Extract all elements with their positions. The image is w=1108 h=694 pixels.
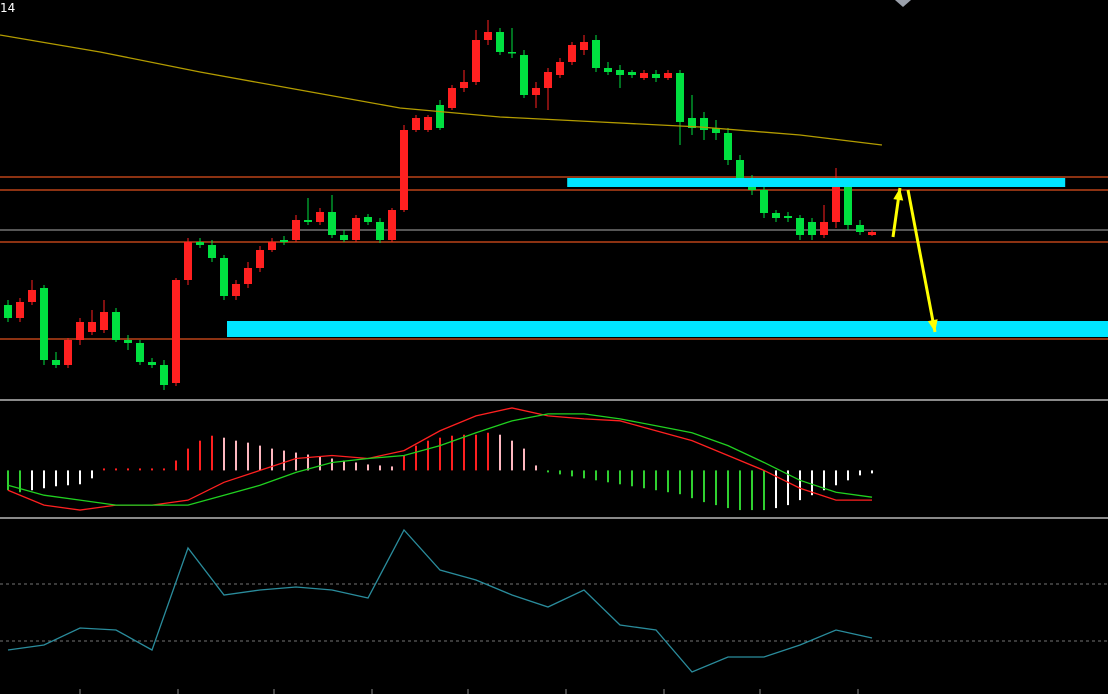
candle-body [400,130,409,210]
candle-body [508,52,517,54]
candle-body [855,225,864,232]
candle-body [40,288,49,360]
corner-label: 14 [0,1,15,15]
candle-body [208,245,217,258]
candle-body [52,360,61,365]
zone [227,321,1108,337]
candle-body [735,160,744,178]
candle-body [496,32,505,52]
candle-body [759,190,768,213]
candle-body [591,40,600,68]
candle-body [627,72,636,75]
candle-body [687,118,696,128]
candle-body [388,210,397,240]
candle-body [352,218,361,240]
candle-body [603,68,612,72]
candle-body [663,73,672,78]
candle-body [831,185,840,222]
candle-body [16,302,25,318]
candle-body [340,235,349,240]
candle-body [579,42,588,50]
candle-body [4,305,13,318]
candle-body [520,55,529,95]
candle-body [795,218,804,235]
candle-body [304,220,313,222]
candle-body [292,220,301,240]
candle-body [699,118,708,130]
candle-body [280,240,289,242]
candle-body [244,268,253,284]
candle-body [220,258,229,296]
arrow-head [893,188,904,201]
candle-body [532,88,541,95]
candle-body [544,72,553,88]
candle-body [424,117,433,130]
candle-body [819,222,828,235]
candle-body [807,222,816,235]
candle-body [328,212,337,235]
candle-body [124,340,133,343]
candle-body [639,73,648,78]
arrow [906,189,937,333]
candle-body [711,128,720,133]
candle-body [615,70,624,75]
arrow-head [927,319,938,332]
indicator-line [0,34,883,146]
candle-body [184,242,193,280]
candle-body [472,40,481,82]
candle-body [88,322,97,332]
indicator-line [7,413,873,506]
candle-body [364,217,373,222]
candle-body [783,216,792,218]
candle-body [867,232,876,235]
candle-body [160,365,169,385]
candle-body [100,312,109,330]
candle-body [448,88,457,108]
candle-body [412,118,421,130]
indicator-line [7,528,873,673]
candle-body [567,45,576,62]
candle-body [268,242,277,250]
candle-body [436,105,445,128]
candle-body [232,284,241,296]
candle-body [460,82,469,88]
candle-body [651,74,660,78]
candle-body [64,340,73,365]
scroll-marker [895,0,911,7]
candle-body [172,280,181,383]
candle-body [376,222,385,240]
candle-body [723,133,732,160]
zone [567,178,1066,187]
candle-body [256,250,265,268]
candle-body [196,242,205,245]
candle-body [112,312,121,340]
candle-body [555,62,564,75]
candle-body [136,343,145,362]
candle-body [148,362,157,365]
candle-body [28,290,37,302]
candle-body [484,32,493,40]
candle-body [843,185,852,225]
candle-body [675,73,684,122]
candle-body [316,212,325,222]
bottom-ticks [79,689,859,694]
candle-body [76,322,85,340]
candle-body [771,213,780,218]
